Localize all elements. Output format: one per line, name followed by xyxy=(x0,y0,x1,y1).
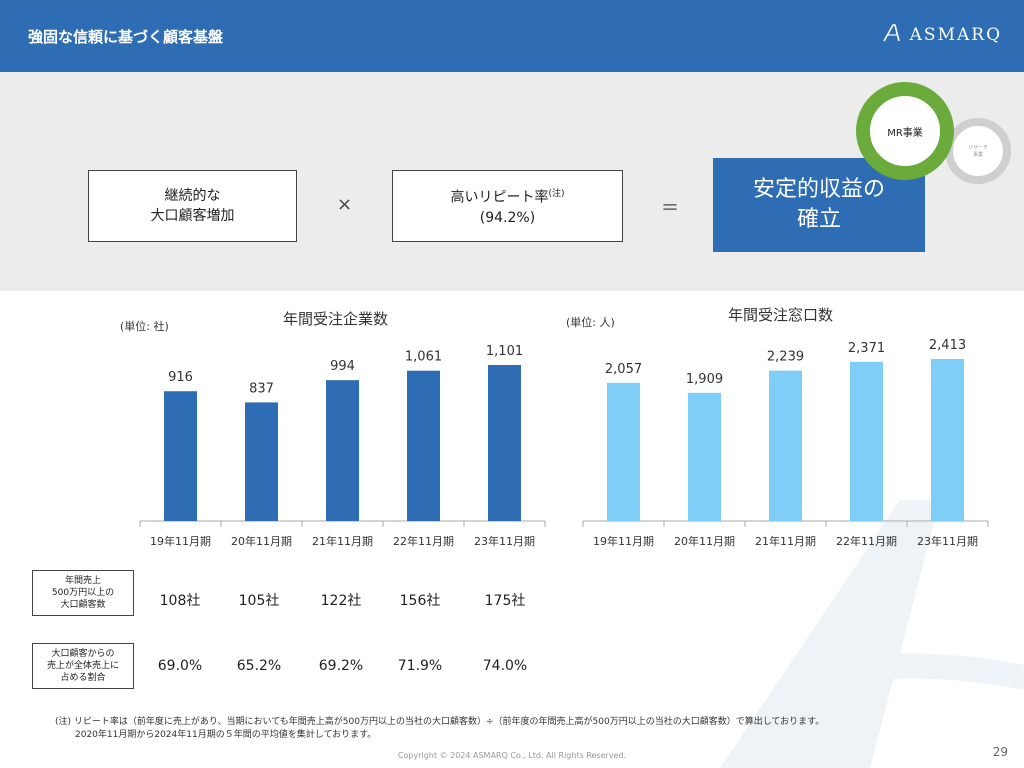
repeat-rate-value: (94.2%) xyxy=(479,209,536,226)
page-number: 29 xyxy=(992,745,1008,759)
chart-unit-companies: (単位: 社) xyxy=(120,320,169,333)
times-sign: × xyxy=(337,194,353,215)
copyright: Copyright © 2024 ASMARQ Co., Ltd. All Ri… xyxy=(397,751,627,760)
equals-sign: ＝ xyxy=(661,198,679,219)
bar xyxy=(769,370,802,521)
category-label: 21年11月期 xyxy=(755,534,816,548)
bar xyxy=(245,402,278,521)
large-client-growth-box: 継続的な 大口顧客増加 xyxy=(88,170,297,242)
contacts-bar-chart: 2,057 19年11月期 1,909 20年11月期 2,239 21年11月期 2,37… xyxy=(582,338,989,548)
footnote: (注) リピート率は（前年度に売上があり、当期においても年間売上高が500万円以… xyxy=(55,716,824,742)
category-label: 23年11月期 xyxy=(917,534,978,548)
watermark-a-icon xyxy=(720,500,1024,768)
data-label: 1,061 xyxy=(405,350,442,365)
data-label: 837 xyxy=(249,381,274,396)
data-label: 2,371 xyxy=(848,341,885,356)
data-label: 916 xyxy=(168,370,193,385)
chart-title-contacts: 年間受注窓口数 xyxy=(728,306,834,324)
bar xyxy=(407,370,440,521)
large-client-share-value: 69.0% xyxy=(157,658,203,674)
large-client-share-value: 65.2% xyxy=(236,658,282,674)
category-label: 19年11月期 xyxy=(150,534,211,548)
category-label: 19年11月期 xyxy=(593,534,654,548)
mr-business-circle: MR事業 xyxy=(856,82,954,180)
chart-title-companies: 年間受注企業数 xyxy=(283,310,389,328)
data-label: 2,057 xyxy=(605,362,642,377)
data-label: 2,413 xyxy=(929,338,966,353)
large-clients-value: 175社 xyxy=(484,593,526,609)
company-logo: ASMARQ xyxy=(882,24,1002,45)
logo-text: ASMARQ xyxy=(909,25,1002,45)
bar xyxy=(488,365,521,521)
data-label: 1,909 xyxy=(686,372,723,387)
category-label: 20年11月期 xyxy=(674,534,735,548)
header-bar: 強固な信頼に基づく顧客基盤 ASMARQ xyxy=(0,0,1024,72)
bar xyxy=(931,359,964,521)
bar xyxy=(688,392,721,521)
category-label: 21年11月期 xyxy=(312,534,373,548)
category-label: 23年11月期 xyxy=(474,534,535,548)
bar xyxy=(326,380,359,521)
footnote-line-2: 2020年11月期から2024年11月期の５年間の平均値を集計しております。 xyxy=(75,730,377,740)
large-client-share-value: 74.0% xyxy=(482,658,528,674)
bar xyxy=(607,382,640,521)
companies-bar-chart: 916 19年11月期 837 20年11月期 994 21年11月期 1,061 22年11… xyxy=(139,344,546,548)
bar xyxy=(850,361,883,521)
note-mark: (注) xyxy=(548,189,565,200)
chart-unit-contacts: (単位: 人) xyxy=(566,316,615,329)
category-label: 22年11月期 xyxy=(836,534,897,548)
repeat-rate-label: 高いリピート率 xyxy=(450,189,549,206)
data-label: 2,239 xyxy=(767,350,804,365)
category-label: 20年11月期 xyxy=(231,534,292,548)
repeat-rate-box: 高いリピート率(注) (94.2%) xyxy=(392,170,623,242)
large-clients-label: 年間売上 500万円以上の 大口顧客数 xyxy=(32,570,134,616)
large-clients-value: 122社 xyxy=(320,593,362,609)
category-label: 22年11月期 xyxy=(393,534,454,548)
page-title: 強固な信頼に基づく顧客基盤 xyxy=(28,28,224,46)
logo-a-icon xyxy=(883,24,901,42)
large-clients-value: 156社 xyxy=(399,593,441,609)
large-client-share-value: 69.2% xyxy=(318,658,364,674)
data-label: 1,101 xyxy=(486,344,523,359)
large-client-share-value: 71.9% xyxy=(397,658,443,674)
large-clients-value: 108社 xyxy=(159,593,201,609)
large-client-share-label: 大口顧客からの 売上が全体売上に 占める割合 xyxy=(32,643,134,689)
research-business-circle: リサーチ 事業 xyxy=(945,118,1011,184)
data-label: 994 xyxy=(330,359,355,374)
large-clients-value: 105社 xyxy=(238,593,280,609)
bar xyxy=(164,391,197,521)
footnote-line-1: (注) リピート率は（前年度に売上があり、当期においても年間売上高が500万円以… xyxy=(55,717,825,727)
